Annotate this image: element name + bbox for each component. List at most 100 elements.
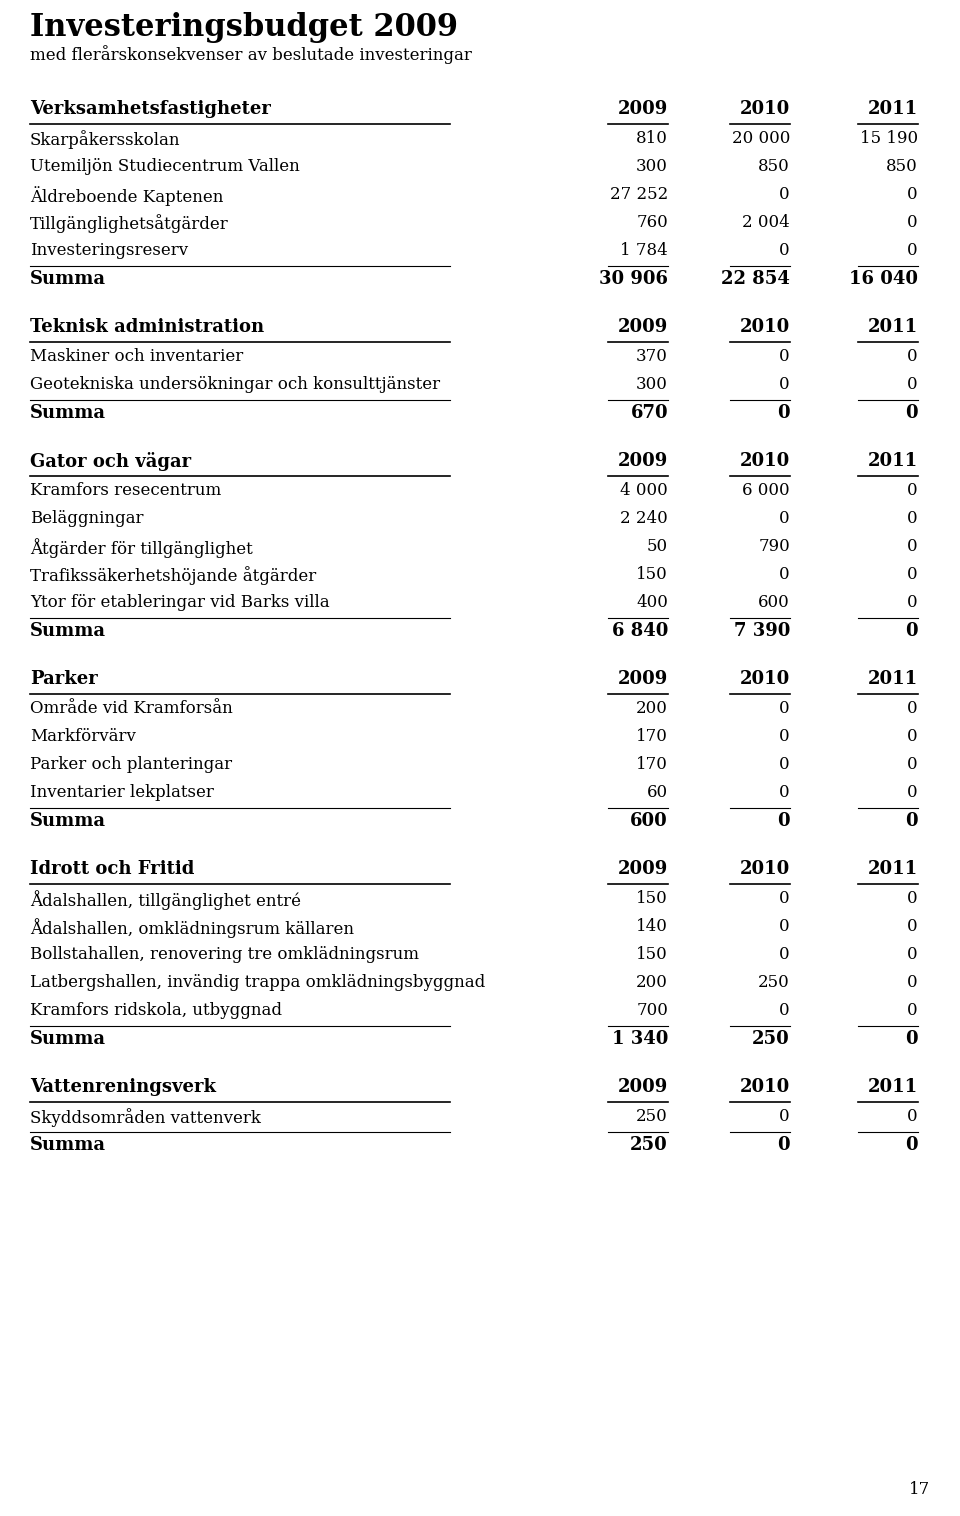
Text: 50: 50	[647, 538, 668, 555]
Text: 250: 250	[636, 1108, 668, 1125]
Text: 0: 0	[905, 403, 918, 421]
Text: 2011: 2011	[868, 100, 918, 118]
Text: 30 906: 30 906	[599, 270, 668, 288]
Text: 850: 850	[886, 158, 918, 174]
Text: 170: 170	[636, 728, 668, 744]
Text: 2009: 2009	[617, 100, 668, 118]
Text: 0: 0	[907, 594, 918, 611]
Text: 0: 0	[780, 243, 790, 259]
Text: Äldreboende Kaptenen: Äldreboende Kaptenen	[30, 186, 224, 206]
Text: 2010: 2010	[740, 670, 790, 688]
Text: 370: 370	[636, 349, 668, 365]
Text: 0: 0	[780, 1002, 790, 1019]
Text: 600: 600	[631, 813, 668, 829]
Text: Ådalshallen, tillgänglighet entré: Ådalshallen, tillgänglighet entré	[30, 890, 301, 910]
Text: 250: 250	[758, 973, 790, 991]
Text: 0: 0	[905, 1135, 918, 1154]
Text: 2011: 2011	[868, 860, 918, 878]
Text: Åtgärder för tillgänglighet: Åtgärder för tillgänglighet	[30, 538, 252, 558]
Text: 600: 600	[758, 594, 790, 611]
Text: 16 040: 16 040	[849, 270, 918, 288]
Text: 0: 0	[780, 728, 790, 744]
Text: 1 340: 1 340	[612, 1029, 668, 1048]
Text: 0: 0	[905, 1029, 918, 1048]
Text: 2011: 2011	[868, 318, 918, 337]
Text: 0: 0	[907, 890, 918, 907]
Text: 0: 0	[907, 186, 918, 203]
Text: Tillgänglighetsåtgärder: Tillgänglighetsåtgärder	[30, 214, 228, 233]
Text: Teknisk administration: Teknisk administration	[30, 318, 264, 337]
Text: 0: 0	[778, 813, 790, 829]
Text: 150: 150	[636, 890, 668, 907]
Text: 850: 850	[758, 158, 790, 174]
Text: 250: 250	[631, 1135, 668, 1154]
Text: 7 390: 7 390	[733, 622, 790, 640]
Text: 2009: 2009	[617, 670, 668, 688]
Text: Ådalshallen, omklädningsrum källaren: Ådalshallen, omklädningsrum källaren	[30, 919, 354, 938]
Text: 0: 0	[780, 376, 790, 393]
Text: Summa: Summa	[30, 1135, 106, 1154]
Text: 250: 250	[753, 1029, 790, 1048]
Text: Markförvärv: Markförvärv	[30, 728, 136, 744]
Text: 0: 0	[780, 349, 790, 365]
Text: 0: 0	[907, 376, 918, 393]
Text: Idrott och Fritid: Idrott och Fritid	[30, 860, 194, 878]
Text: Summa: Summa	[30, 622, 106, 640]
Text: 0: 0	[907, 973, 918, 991]
Text: Skyddsområden vattenverk: Skyddsområden vattenverk	[30, 1108, 261, 1126]
Text: 0: 0	[907, 509, 918, 528]
Text: Maskiner och inventarier: Maskiner och inventarier	[30, 349, 243, 365]
Text: Parker och planteringar: Parker och planteringar	[30, 756, 232, 773]
Text: 810: 810	[636, 130, 668, 147]
Text: 0: 0	[780, 1108, 790, 1125]
Text: Inventarier lekplatser: Inventarier lekplatser	[30, 784, 214, 800]
Text: Skarpåkersskolan: Skarpåkersskolan	[30, 130, 180, 149]
Text: 0: 0	[780, 784, 790, 800]
Text: 670: 670	[631, 403, 668, 421]
Text: Kramfors ridskola, utbyggnad: Kramfors ridskola, utbyggnad	[30, 1002, 282, 1019]
Text: 2011: 2011	[868, 670, 918, 688]
Text: Gator och vägar: Gator och vägar	[30, 452, 191, 471]
Text: 0: 0	[905, 813, 918, 829]
Text: 2010: 2010	[740, 452, 790, 470]
Text: Latbergshallen, invändig trappa omklädningsbyggnad: Latbergshallen, invändig trappa omklädni…	[30, 973, 485, 991]
Text: 2010: 2010	[740, 100, 790, 118]
Text: 0: 0	[907, 784, 918, 800]
Text: 2009: 2009	[617, 1078, 668, 1096]
Text: Område vid Kramforsån: Område vid Kramforsån	[30, 700, 232, 717]
Text: Trafikssäkerhetshöjande åtgärder: Trafikssäkerhetshöjande åtgärder	[30, 565, 316, 585]
Text: 0: 0	[907, 565, 918, 584]
Text: 15 190: 15 190	[860, 130, 918, 147]
Text: 0: 0	[778, 1135, 790, 1154]
Text: Ytor för etableringar vid Barks villa: Ytor för etableringar vid Barks villa	[30, 594, 329, 611]
Text: 760: 760	[636, 214, 668, 230]
Text: 17: 17	[909, 1481, 930, 1498]
Text: 0: 0	[907, 1108, 918, 1125]
Text: 0: 0	[780, 186, 790, 203]
Text: 0: 0	[780, 946, 790, 963]
Text: 6 000: 6 000	[742, 482, 790, 499]
Text: 200: 200	[636, 973, 668, 991]
Text: 27 252: 27 252	[610, 186, 668, 203]
Text: Vattenreningsverk: Vattenreningsverk	[30, 1078, 216, 1096]
Text: 2009: 2009	[617, 452, 668, 470]
Text: 300: 300	[636, 376, 668, 393]
Text: 1 784: 1 784	[620, 243, 668, 259]
Text: 0: 0	[907, 728, 918, 744]
Text: Investeringsreserv: Investeringsreserv	[30, 243, 188, 259]
Text: 4 000: 4 000	[620, 482, 668, 499]
Text: 0: 0	[780, 756, 790, 773]
Text: 2009: 2009	[617, 860, 668, 878]
Text: 0: 0	[907, 700, 918, 717]
Text: 2009: 2009	[617, 318, 668, 337]
Text: 0: 0	[907, 243, 918, 259]
Text: 0: 0	[780, 700, 790, 717]
Text: 0: 0	[778, 403, 790, 421]
Text: 6 840: 6 840	[612, 622, 668, 640]
Text: 0: 0	[780, 919, 790, 935]
Text: 790: 790	[758, 538, 790, 555]
Text: 2010: 2010	[740, 318, 790, 337]
Text: 20 000: 20 000	[732, 130, 790, 147]
Text: 150: 150	[636, 946, 668, 963]
Text: 700: 700	[636, 1002, 668, 1019]
